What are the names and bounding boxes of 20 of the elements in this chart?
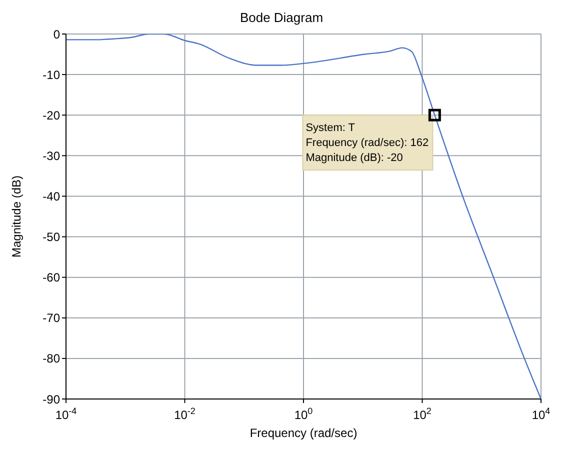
- x-tick-label: 10$^{-4}$: [55, 406, 77, 422]
- x-tick-label: 10$^{0}$: [294, 406, 313, 422]
- y-tick-label: -20: [42, 108, 60, 122]
- y-tick-label: -80: [42, 352, 60, 366]
- y-tick-label: -90: [42, 392, 60, 406]
- y-tick-label: -70: [42, 311, 60, 326]
- y-axis-title: Magnitude (dB): [9, 175, 24, 258]
- y-tick-label: -30: [42, 148, 60, 163]
- y-tick-label: -40: [42, 189, 60, 204]
- y-tick-label: -10: [42, 68, 60, 82]
- x-tick-label: 10$^{2}$: [413, 406, 432, 422]
- chart-title: Bode Diagram: [238, 9, 324, 27]
- x-tick-label: 10$^{-2}$: [174, 406, 196, 422]
- annotation: System: T Frequency (rad/sec): 162 Magnitude (dB): -20: [306, 122, 429, 164]
- datatip: System: T Frequency (rad/sec): 162 Magnitude (dB): -20: [302, 108, 441, 171]
- y-tick-label: 0: [53, 27, 60, 42]
- y-tick-label: -50: [42, 230, 60, 244]
- x-tick-label: 10$^{4}$: [532, 406, 550, 422]
- x-axis-title: Frequency (rad/sec): [250, 426, 358, 440]
- y-tick-label: -60: [42, 270, 60, 285]
